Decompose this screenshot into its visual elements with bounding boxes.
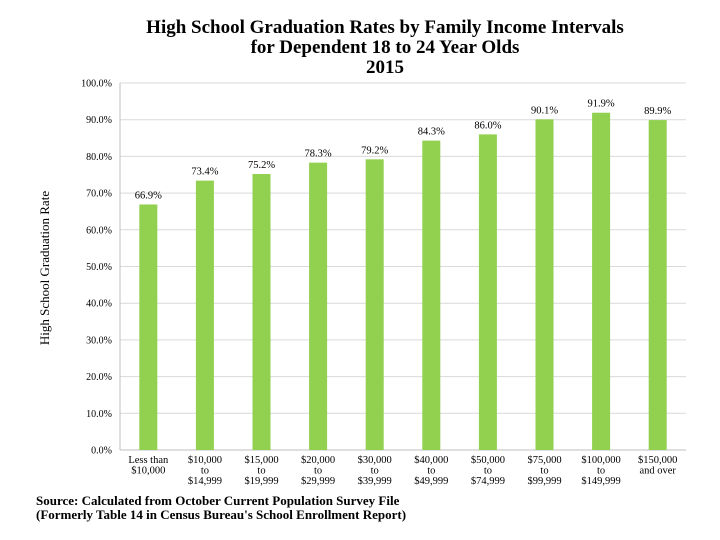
category-label: $10,000 — [188, 455, 222, 466]
data-label: 89.9% — [644, 106, 671, 117]
data-label: 86.0% — [474, 120, 501, 131]
y-tick-label: 30.0% — [86, 335, 112, 346]
bar — [252, 174, 271, 451]
bar — [309, 162, 328, 450]
category-label: $99,999 — [527, 476, 561, 487]
data-label: 73.4% — [191, 167, 218, 178]
data-label: 84.3% — [418, 127, 445, 138]
category-label: $10,000 — [131, 466, 165, 477]
bar — [422, 140, 441, 450]
y-tick-label: 0.0% — [91, 446, 112, 457]
chart-title-block: High School Graduation Rates by Family I… — [0, 18, 720, 78]
category-label: to — [257, 466, 265, 477]
chart-title: High School Graduation Rates by Family I… — [146, 17, 624, 38]
data-label: 66.9% — [135, 190, 162, 201]
y-axis-title: High School Graduation Rate — [37, 191, 52, 345]
y-tick-label: 40.0% — [86, 299, 112, 310]
category-label: $75,000 — [527, 455, 561, 466]
category-label: to — [484, 466, 492, 477]
category-label: to — [427, 466, 435, 477]
y-tick-label: 90.0% — [86, 115, 112, 126]
data-label: 78.3% — [305, 149, 332, 160]
category-label: $19,999 — [244, 476, 278, 487]
chart-year: 2015 — [366, 57, 404, 78]
category-label: and over — [639, 466, 676, 477]
data-label: 91.9% — [588, 99, 615, 110]
y-tick-label: 80.0% — [86, 152, 112, 163]
category-label: $50,000 — [471, 455, 505, 466]
y-tick-label: 20.0% — [86, 372, 112, 383]
category-label: Less than — [128, 455, 169, 466]
y-tick-label: 50.0% — [86, 262, 112, 273]
bar — [648, 120, 667, 450]
category-label: $39,999 — [358, 476, 392, 487]
bar — [365, 159, 384, 450]
bar — [535, 119, 554, 450]
category-label: $30,000 — [358, 455, 392, 466]
category-label: $49,999 — [414, 476, 448, 487]
category-label: $20,000 — [301, 455, 335, 466]
category-label: to — [540, 466, 548, 477]
y-tick-label: 60.0% — [86, 225, 112, 236]
category-label: $149,999 — [581, 476, 620, 487]
source-line-1: Source: Calculated from October Current … — [36, 493, 400, 508]
data-label: 75.2% — [248, 160, 275, 171]
bar — [478, 134, 497, 450]
bar — [139, 204, 158, 450]
bar — [592, 112, 611, 451]
source-line-2: (Formerly Table 14 in Census Bureau's Sc… — [36, 507, 407, 522]
data-label: 79.2% — [361, 145, 388, 156]
category-label: to — [314, 466, 322, 477]
data-label: 90.1% — [531, 105, 558, 116]
category-label: $150,000 — [638, 455, 677, 466]
y-tick-label: 10.0% — [86, 409, 112, 420]
category-label: to — [371, 466, 379, 477]
category-label: $74,999 — [471, 476, 505, 487]
y-tick-label: 100.0% — [81, 79, 112, 90]
category-label: $15,000 — [244, 455, 278, 466]
chart-subtitle: for Dependent 18 to 24 Year Olds — [250, 37, 520, 58]
bar — [195, 180, 214, 450]
y-tick-label: 70.0% — [86, 189, 112, 200]
category-label: to — [201, 466, 209, 477]
category-label: to — [597, 466, 605, 477]
category-label: $100,000 — [581, 455, 620, 466]
source-note: Source: Calculated from October Current … — [36, 494, 406, 522]
category-label: $40,000 — [414, 455, 448, 466]
category-label: $29,999 — [301, 476, 335, 487]
category-label: $14,999 — [188, 476, 222, 487]
